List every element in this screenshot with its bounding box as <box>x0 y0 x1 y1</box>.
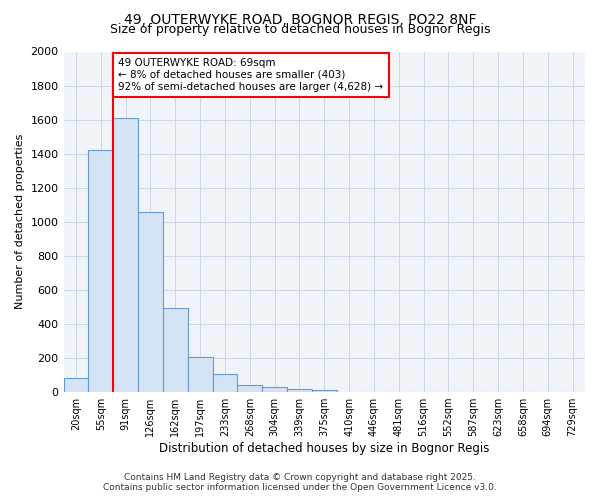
Bar <box>138 212 163 392</box>
X-axis label: Distribution of detached houses by size in Bognor Regis: Distribution of detached houses by size … <box>159 442 490 455</box>
Bar <box>88 150 113 392</box>
Bar <box>262 387 287 392</box>
Text: 49, OUTERWYKE ROAD, BOGNOR REGIS, PO22 8NF: 49, OUTERWYKE ROAD, BOGNOR REGIS, PO22 8… <box>124 12 476 26</box>
Bar <box>163 308 188 392</box>
Bar <box>212 374 238 392</box>
Bar <box>312 390 337 392</box>
Bar <box>113 118 138 392</box>
Bar <box>287 388 312 392</box>
Bar <box>188 357 212 392</box>
Text: Size of property relative to detached houses in Bognor Regis: Size of property relative to detached ho… <box>110 22 490 36</box>
Y-axis label: Number of detached properties: Number of detached properties <box>15 134 25 310</box>
Text: 49 OUTERWYKE ROAD: 69sqm
← 8% of detached houses are smaller (403)
92% of semi-d: 49 OUTERWYKE ROAD: 69sqm ← 8% of detache… <box>118 58 383 92</box>
Bar <box>64 378 88 392</box>
Text: Contains HM Land Registry data © Crown copyright and database right 2025.
Contai: Contains HM Land Registry data © Crown c… <box>103 473 497 492</box>
Bar <box>238 386 262 392</box>
